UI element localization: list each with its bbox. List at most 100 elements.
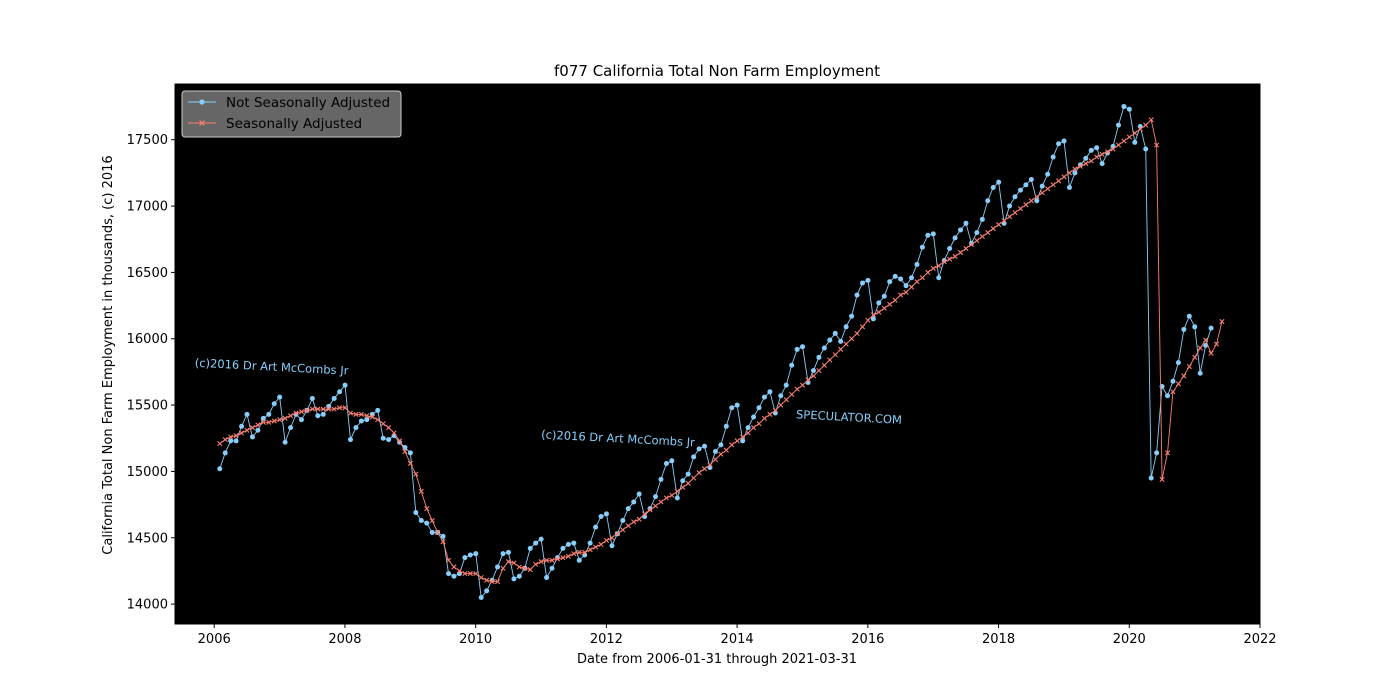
data-point bbox=[429, 529, 435, 535]
data-point bbox=[1186, 313, 1192, 319]
data-point bbox=[467, 570, 473, 577]
data-point bbox=[1039, 183, 1045, 189]
data-point bbox=[930, 265, 936, 272]
data-point bbox=[293, 410, 299, 416]
x-tick-label: 2020 bbox=[1113, 632, 1146, 647]
y-axis-title: California Total Non Farm Employment in … bbox=[101, 155, 116, 554]
data-point bbox=[718, 451, 724, 457]
data-point bbox=[647, 506, 653, 512]
data-point bbox=[740, 434, 746, 440]
data-point bbox=[1154, 450, 1160, 456]
data-point bbox=[936, 263, 942, 269]
data-point bbox=[658, 499, 664, 505]
data-point bbox=[1099, 151, 1105, 157]
data-point bbox=[1066, 170, 1073, 176]
data-point bbox=[413, 510, 419, 516]
data-point bbox=[952, 235, 958, 241]
data-point bbox=[958, 227, 964, 233]
data-point bbox=[909, 275, 915, 281]
data-point bbox=[691, 454, 697, 460]
data-point bbox=[609, 535, 615, 541]
data-point bbox=[1088, 158, 1094, 164]
data-point bbox=[1077, 163, 1083, 169]
data-point bbox=[1028, 177, 1034, 183]
data-point bbox=[761, 394, 767, 400]
data-point bbox=[304, 407, 310, 413]
data-point bbox=[1170, 378, 1176, 384]
data-point bbox=[870, 312, 876, 318]
data-point bbox=[794, 386, 800, 392]
data-point bbox=[919, 275, 925, 281]
data-point bbox=[712, 456, 719, 463]
data-point bbox=[445, 557, 452, 563]
data-point bbox=[887, 279, 893, 285]
data-point bbox=[1121, 138, 1127, 144]
data-point bbox=[800, 344, 806, 350]
data-point bbox=[249, 425, 256, 431]
data-point bbox=[663, 495, 669, 501]
legend-label-nsa: Not Seasonally Adjusted bbox=[226, 95, 390, 111]
data-point bbox=[1115, 122, 1121, 128]
data-point bbox=[353, 425, 359, 431]
data-point bbox=[326, 406, 332, 412]
data-point bbox=[342, 382, 348, 388]
series-nsa bbox=[217, 104, 1214, 600]
data-point bbox=[516, 573, 522, 579]
data-point bbox=[511, 576, 517, 582]
data-point bbox=[386, 425, 392, 431]
data-point bbox=[767, 411, 773, 417]
data-point bbox=[217, 440, 223, 447]
data-point bbox=[342, 405, 348, 411]
data-point bbox=[435, 529, 441, 536]
data-point bbox=[810, 368, 816, 374]
data-point bbox=[680, 478, 686, 484]
data-point bbox=[751, 414, 757, 420]
data-point bbox=[424, 520, 430, 526]
data-point bbox=[805, 377, 811, 383]
data-point bbox=[1055, 178, 1062, 184]
data-point bbox=[876, 300, 882, 306]
data-point bbox=[1050, 154, 1056, 160]
data-point bbox=[1197, 345, 1203, 351]
data-point bbox=[1012, 194, 1018, 200]
data-point bbox=[985, 198, 991, 204]
data-point bbox=[979, 216, 985, 222]
data-point bbox=[298, 409, 305, 415]
data-point bbox=[582, 552, 588, 558]
data-point bbox=[440, 533, 446, 539]
data-point bbox=[233, 438, 239, 444]
data-point bbox=[881, 305, 887, 311]
data-point bbox=[1028, 198, 1034, 204]
x-tick-label: 2018 bbox=[982, 632, 1015, 647]
data-point bbox=[326, 403, 332, 409]
data-point bbox=[734, 438, 740, 444]
data-point bbox=[429, 517, 435, 524]
data-point bbox=[478, 574, 484, 581]
data-point bbox=[489, 578, 495, 585]
x-tick-label: 2014 bbox=[721, 632, 754, 647]
data-point bbox=[669, 458, 675, 464]
data-point bbox=[685, 471, 691, 477]
data-point bbox=[407, 450, 413, 456]
data-point bbox=[968, 241, 975, 248]
data-point bbox=[794, 346, 800, 352]
data-point bbox=[527, 545, 533, 551]
data-point bbox=[271, 418, 277, 424]
data-point bbox=[337, 405, 343, 411]
data-point bbox=[963, 220, 969, 226]
data-point bbox=[925, 269, 931, 275]
data-point bbox=[669, 492, 675, 498]
data-point bbox=[789, 391, 795, 398]
data-point bbox=[222, 436, 228, 443]
data-point bbox=[244, 427, 250, 433]
data-point bbox=[816, 354, 822, 360]
data-point bbox=[761, 415, 768, 421]
data-point bbox=[957, 249, 964, 256]
data-point bbox=[859, 324, 866, 330]
data-point bbox=[495, 564, 501, 570]
data-point bbox=[653, 494, 659, 500]
data-point bbox=[587, 547, 593, 553]
legend-box bbox=[181, 90, 402, 138]
data-point bbox=[375, 417, 381, 423]
data-point bbox=[1181, 373, 1187, 379]
